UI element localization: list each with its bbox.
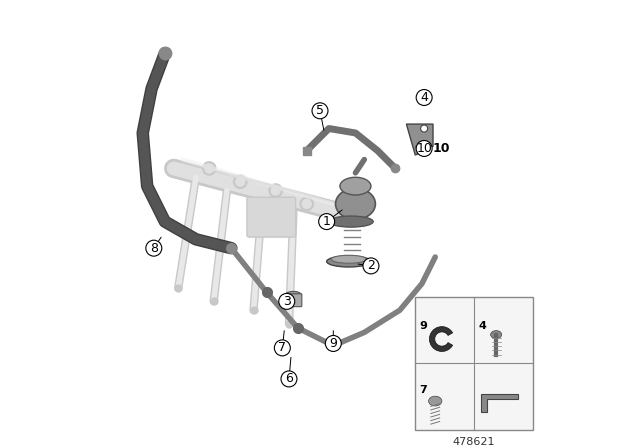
Text: 478621: 478621 — [452, 436, 495, 447]
Text: 3: 3 — [283, 295, 291, 308]
Circle shape — [269, 184, 282, 197]
Ellipse shape — [340, 177, 371, 195]
Text: 4: 4 — [479, 321, 486, 331]
FancyBboxPatch shape — [285, 294, 302, 307]
Text: 10: 10 — [433, 142, 451, 155]
Text: 8: 8 — [150, 241, 158, 254]
Circle shape — [236, 177, 244, 186]
Circle shape — [312, 103, 328, 119]
FancyBboxPatch shape — [415, 297, 532, 430]
Circle shape — [202, 162, 216, 175]
Polygon shape — [406, 124, 433, 155]
Ellipse shape — [491, 331, 502, 339]
Text: 5: 5 — [316, 104, 324, 117]
Circle shape — [275, 340, 291, 356]
Circle shape — [363, 258, 379, 274]
Circle shape — [271, 186, 280, 195]
Polygon shape — [481, 394, 518, 412]
Circle shape — [281, 371, 297, 387]
Circle shape — [205, 164, 214, 173]
Ellipse shape — [335, 188, 376, 220]
Ellipse shape — [285, 291, 301, 298]
Circle shape — [319, 214, 335, 229]
Circle shape — [279, 293, 295, 309]
Circle shape — [416, 141, 432, 156]
Text: 4: 4 — [420, 91, 428, 104]
Text: 2: 2 — [367, 259, 375, 272]
Text: 6: 6 — [285, 372, 293, 385]
Text: 1: 1 — [323, 215, 331, 228]
Ellipse shape — [429, 396, 442, 406]
Text: 7: 7 — [420, 385, 428, 395]
Circle shape — [420, 125, 428, 132]
Circle shape — [325, 336, 341, 351]
Circle shape — [146, 240, 162, 256]
Wedge shape — [429, 327, 452, 351]
Text: 10: 10 — [416, 142, 432, 155]
Ellipse shape — [329, 216, 373, 227]
Text: 9: 9 — [330, 337, 337, 350]
Text: 9: 9 — [420, 321, 428, 331]
FancyBboxPatch shape — [247, 197, 296, 237]
Circle shape — [300, 197, 314, 211]
Ellipse shape — [331, 255, 367, 263]
Circle shape — [302, 199, 311, 208]
Ellipse shape — [326, 256, 371, 267]
Text: 7: 7 — [278, 341, 286, 354]
Circle shape — [234, 175, 247, 188]
Circle shape — [416, 90, 432, 105]
